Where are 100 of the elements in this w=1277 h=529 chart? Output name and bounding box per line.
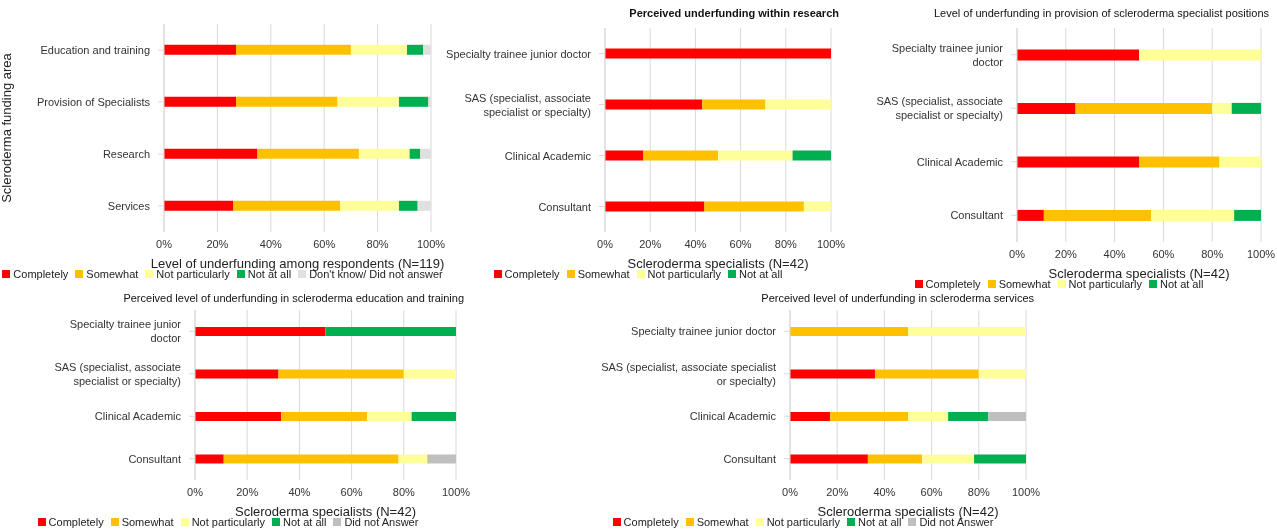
x-tick-label: 40%: [1103, 247, 1126, 260]
x-tick-label: 0%: [597, 237, 614, 250]
x-tick-label: 0%: [782, 485, 799, 498]
bar: [830, 412, 908, 421]
bar: [1231, 102, 1261, 114]
legend-label: Not at all: [857, 516, 902, 528]
bar: [704, 201, 804, 212]
x-axis-title: Scleroderma specialists (N=42): [1048, 266, 1230, 281]
x-tick-label: 20%: [236, 485, 259, 498]
x-tick-label: 80%: [967, 485, 991, 498]
bar: [195, 454, 224, 464]
y-tick-label: SAS (specialist, associate specialist or specialty): [601, 360, 776, 387]
bar: [605, 99, 703, 110]
x-tick-label: 60%: [920, 485, 943, 498]
x-tick-label: 0%: [187, 485, 204, 498]
bar: [792, 150, 831, 161]
bar: [409, 148, 421, 159]
x-tick-label: 60%: [313, 237, 336, 250]
bar: [406, 44, 423, 55]
y-axis-title: Scleroderma funding area: [0, 52, 14, 203]
bar: [164, 200, 234, 211]
bar: [1234, 209, 1261, 221]
x-tick-label: 40%: [873, 485, 896, 498]
bar: [605, 150, 644, 161]
x-tick-label: 80%: [774, 237, 798, 250]
bar: [974, 454, 1026, 464]
bar: [874, 369, 979, 379]
x-tick-label: 20%: [206, 237, 229, 250]
bar: [1212, 102, 1232, 114]
x-axis-title: Scleroderma specialists (N=42): [627, 256, 809, 271]
bar: [922, 454, 975, 464]
bar: [948, 412, 989, 421]
x-axis-title: Scleroderma specialists (N=42): [235, 504, 416, 519]
bar: [337, 96, 399, 107]
y-tick-label: Clinical Academic: [94, 410, 182, 423]
y-tick-label: Provision of Specialists: [36, 96, 151, 108]
y-tick-label: Clinical Academic: [504, 149, 592, 162]
chart-title: Perceived level of underfunding in scleroderma education and training: [122, 291, 465, 306]
bar: [790, 369, 875, 379]
bar: [411, 412, 456, 421]
x-tick-label: 60%: [729, 237, 752, 250]
y-tick-label: Specialty trainee junior doctor: [69, 318, 182, 345]
bar: [236, 96, 338, 107]
x-tick-label: 40%: [288, 485, 311, 498]
legend-label: Not particularly: [191, 516, 265, 528]
x-tick-label: 100%: [816, 237, 846, 250]
y-tick-label: SAS (specialist, associate specialist or specialty): [876, 95, 1003, 122]
legend-label: Somewhat: [696, 516, 749, 528]
y-tick-label: Clinical Academic: [689, 410, 777, 423]
bar: [195, 412, 282, 421]
x-tick-label: 0%: [156, 237, 173, 250]
y-tick-label: Consultant: [723, 452, 776, 465]
bar: [398, 454, 428, 464]
bar: [257, 148, 359, 159]
bar: [908, 412, 949, 421]
x-tick-label: 100%: [416, 237, 446, 250]
bar: [790, 412, 831, 421]
y-tick-label: Clinical Academic: [916, 155, 1004, 168]
bar: [1219, 156, 1261, 168]
bar: [988, 412, 1026, 421]
bar: [643, 150, 718, 161]
bar: [340, 200, 399, 211]
bar: [702, 99, 766, 110]
bar: [790, 454, 868, 464]
legend-label: Not particularly: [156, 268, 230, 280]
bar: [718, 150, 793, 161]
bar: [1075, 102, 1213, 114]
y-tick-label: Specialty trainee junior doctor: [446, 47, 592, 60]
x-tick-label: 80%: [392, 485, 416, 498]
bar: [1139, 156, 1220, 168]
bar: [164, 96, 237, 107]
legend-label: Completely: [925, 278, 981, 290]
bar: [367, 412, 412, 421]
x-tick-label: 0%: [1009, 247, 1026, 260]
x-tick-label: 40%: [259, 237, 283, 250]
bar: [236, 44, 351, 55]
chart-title: Level of underfunding in provision of scleroderma specialist positions: [932, 6, 1270, 21]
x-tick-label: 60%: [1152, 247, 1175, 260]
bar: [281, 412, 368, 421]
legend-label: Not particularly: [766, 516, 840, 528]
legend-label: Completely: [48, 516, 104, 528]
y-tick-label: Services: [107, 200, 151, 212]
legend-label: Completely: [13, 268, 69, 280]
bar: [1017, 156, 1139, 168]
bar: [1017, 102, 1076, 114]
y-tick-label: Consultant: [538, 200, 591, 213]
x-axis-title: Scleroderma specialists (N=42): [817, 504, 999, 519]
bar: [325, 327, 456, 336]
x-tick-label: 20%: [826, 485, 849, 498]
bar: [195, 369, 279, 379]
x-tick-label: 40%: [684, 237, 707, 250]
y-tick-label: Research: [102, 148, 150, 160]
legend-label: Completely: [504, 268, 560, 280]
bar: [223, 454, 399, 464]
bar: [1017, 209, 1044, 221]
bar: [1139, 49, 1261, 61]
bar: [233, 200, 341, 211]
bar: [908, 327, 1026, 336]
y-tick-label: SAS (specialist, associate specialist or specialty): [54, 360, 181, 387]
x-tick-label: 20%: [1054, 247, 1078, 260]
